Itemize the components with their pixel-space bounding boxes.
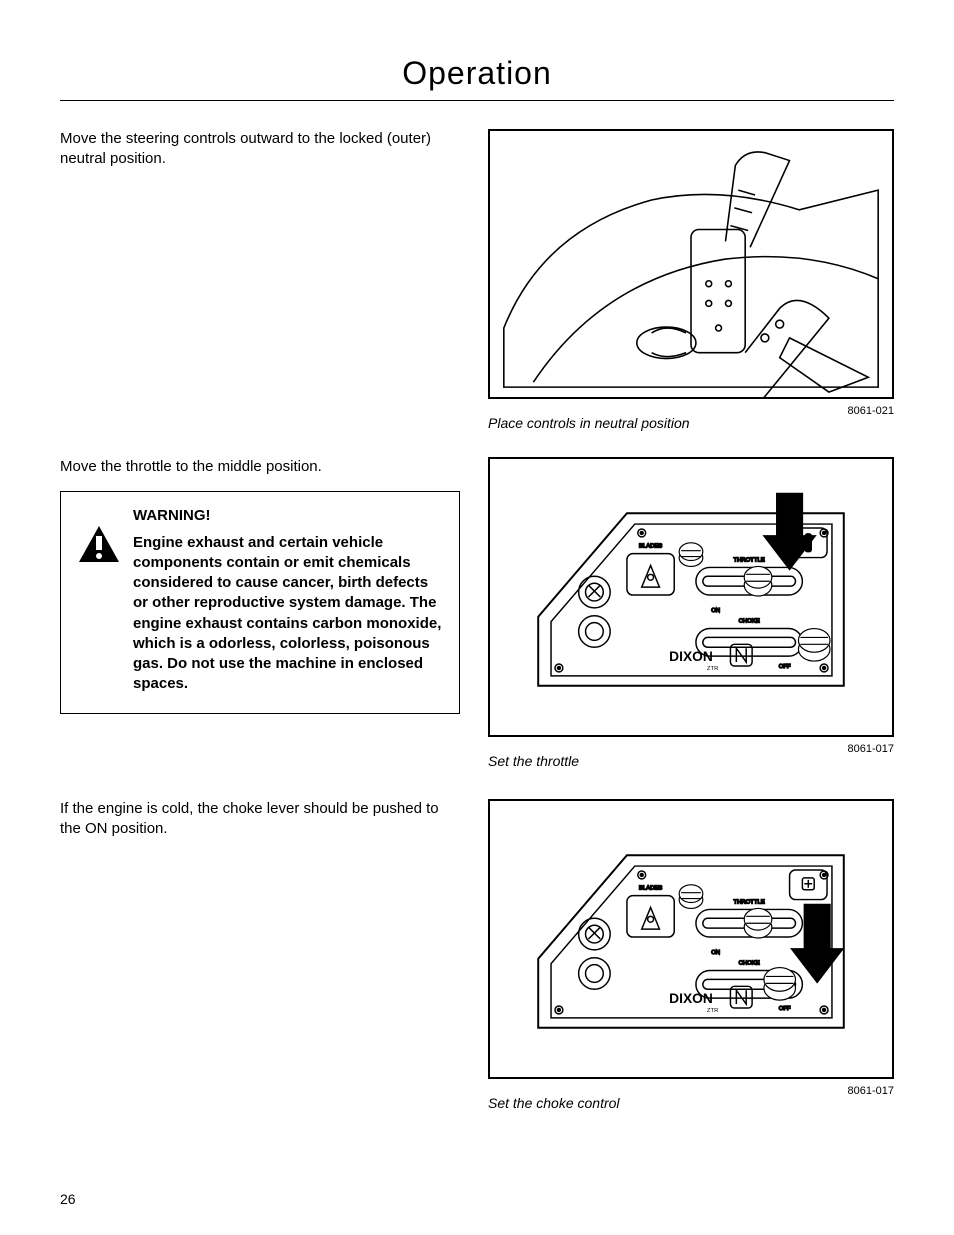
- panel2-brand: DIXON: [669, 991, 713, 1006]
- panel-blades-label: BLADES: [639, 544, 662, 550]
- panel2-off-label: OFF: [779, 1006, 791, 1012]
- figure-choke-code: 8061-017: [848, 1085, 895, 1097]
- figure-neutral: [488, 129, 894, 399]
- page-title: Operation: [60, 55, 894, 92]
- figure-throttle: BLADES THROTTLE CHOKE ON OFF: [488, 457, 894, 737]
- figure-choke-caption: Set the choke control: [488, 1095, 620, 1111]
- panel2-brand-sub: ZTR: [707, 1008, 718, 1014]
- figure-neutral-code: 8061-021: [848, 405, 895, 417]
- panel2-blades-label: BLADES: [639, 886, 662, 892]
- panel-on-label: ON: [711, 608, 720, 614]
- section-neutral: Move the steering controls outward to th…: [60, 129, 894, 431]
- panel-off-label: OFF: [779, 664, 791, 670]
- figure-throttle-caption: Set the throttle: [488, 753, 579, 769]
- panel-brand-sub: ZTR: [707, 666, 718, 672]
- warning-heading: WARNING!: [133, 506, 443, 526]
- title-rule: [60, 100, 894, 101]
- panel2-throttle-label: THROTTLE: [734, 900, 765, 906]
- section-neutral-text: Move the steering controls outward to th…: [60, 129, 460, 431]
- panel-choke-label: CHOKE: [739, 619, 760, 625]
- figure-neutral-caption: Place controls in neutral position: [488, 415, 690, 431]
- warning-body: Engine exhaust and certain vehicle compo…: [133, 533, 443, 695]
- warning-box: WARNING! Engine exhaust and certain vehi…: [60, 491, 460, 713]
- warning-icon: [77, 506, 121, 694]
- panel2-on-label: ON: [711, 950, 720, 956]
- panel-throttle-label: THROTTLE: [734, 558, 765, 564]
- section-choke-text: If the engine is cold, the choke lever s…: [60, 799, 460, 1111]
- figure-throttle-code: 8061-017: [848, 743, 895, 755]
- page-number: 26: [60, 1191, 76, 1207]
- panel2-choke-label: CHOKE: [739, 961, 760, 967]
- section-choke: If the engine is cold, the choke lever s…: [60, 799, 894, 1111]
- figure-choke: BLADES THROTTLE CHOKE ON OFF DIXON: [488, 799, 894, 1079]
- section-throttle: Move the throttle to the middle position…: [60, 457, 894, 769]
- panel-brand: DIXON: [669, 649, 713, 664]
- section-throttle-text: Move the throttle to the middle position…: [60, 457, 460, 477]
